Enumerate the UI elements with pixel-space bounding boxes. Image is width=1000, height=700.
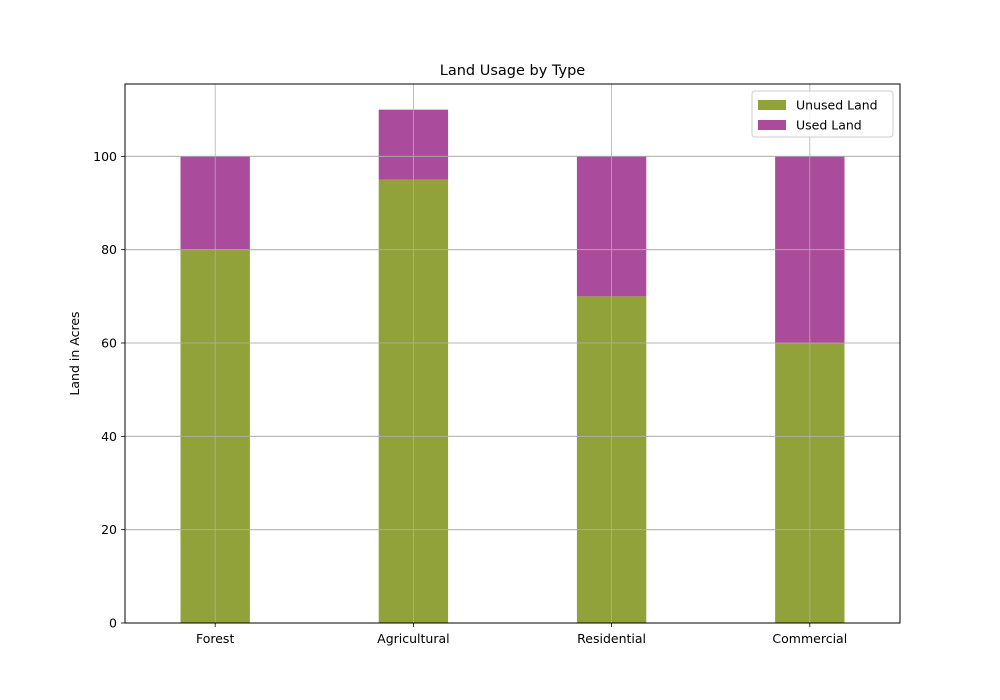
plot-area-frame <box>124 83 901 624</box>
legend-swatch-used-land <box>758 120 786 130</box>
x-tick-label-commercial: Commercial <box>772 631 847 646</box>
y-tick-label: 0 <box>109 616 117 631</box>
chart-title: Land Usage by Type <box>440 63 586 79</box>
y-tick-label: 100 <box>93 149 117 164</box>
legend-swatch-unused-land <box>758 100 786 110</box>
ticks-layer: 0 20 40 60 80 100 Forest Agricultural Residentia… <box>93 149 847 646</box>
legend-label-unused-land: Unused Land <box>796 98 878 113</box>
y-tick-label: 60 <box>101 336 117 351</box>
y-tick-label: 80 <box>101 242 117 257</box>
x-tick-label-agricultural: Agricultural <box>377 631 449 646</box>
legend-box <box>751 90 894 138</box>
y-tick-label: 40 <box>101 429 117 444</box>
legend: Unused Land Used Land <box>751 90 894 138</box>
legend-label-used-land: Used Land <box>796 118 862 133</box>
y-axis-label: Land in Acres <box>67 311 82 395</box>
y-tick-label: 20 <box>101 522 117 537</box>
x-tick-label-forest: Forest <box>196 631 234 646</box>
x-tick-label-residential: Residential <box>577 631 646 646</box>
